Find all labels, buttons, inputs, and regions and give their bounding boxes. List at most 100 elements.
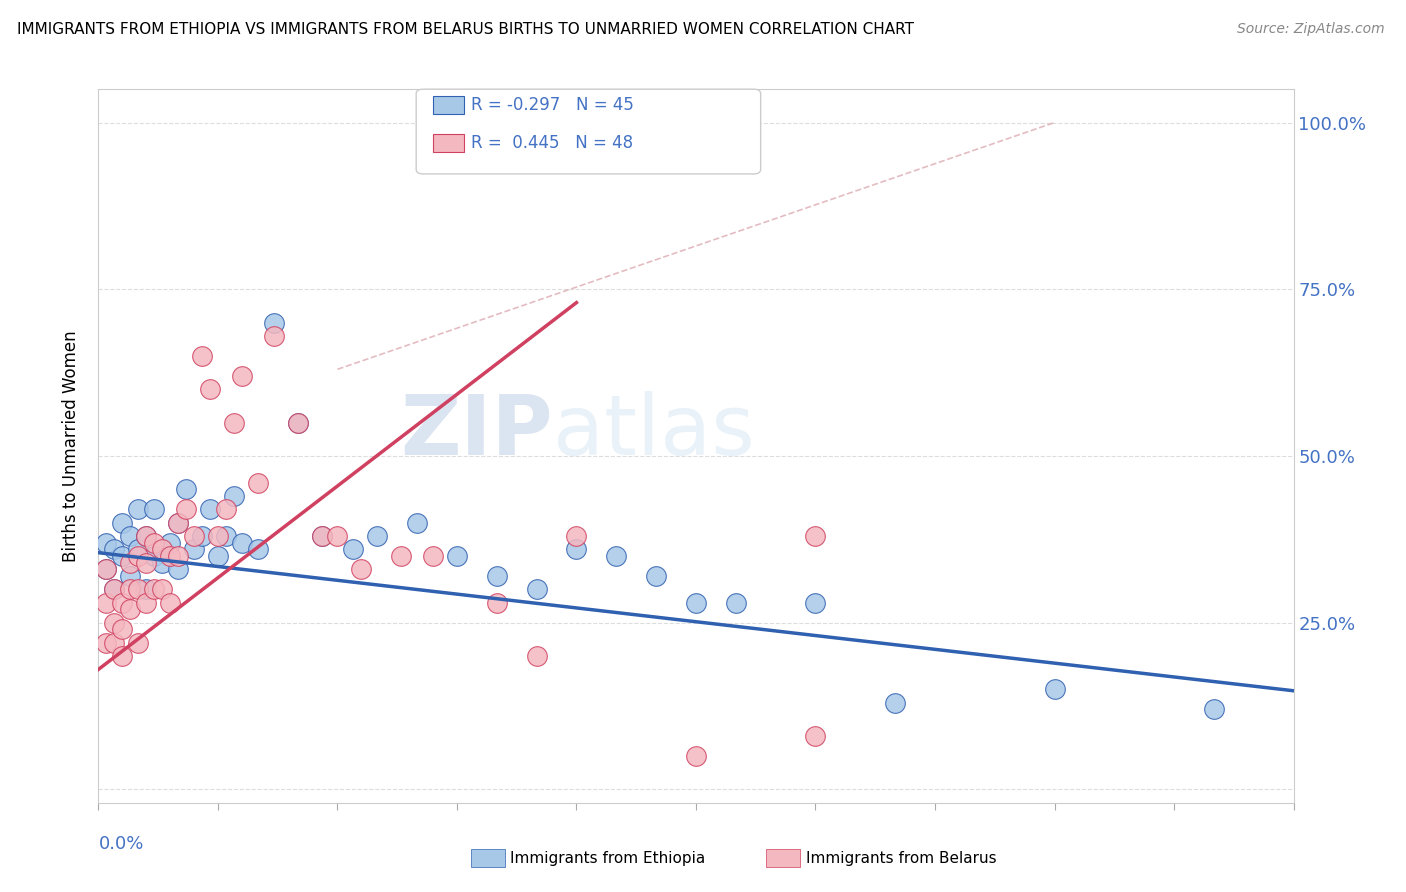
Point [191,529,214,543]
Point [1043,682,1066,697]
Point [287,416,309,430]
Point [207,549,229,563]
Point [311,529,333,543]
Point [215,502,238,516]
Point [222,489,245,503]
Text: ZIP: ZIP [401,392,553,472]
Point [174,502,197,516]
Point [406,516,429,530]
Point [96,596,118,610]
Point [135,529,157,543]
Point [159,535,181,549]
Text: R =  0.445   N = 48: R = 0.445 N = 48 [471,134,633,152]
Point [127,549,149,563]
Point [366,529,388,543]
Point [103,582,125,597]
Point [103,542,125,557]
Point [485,596,508,610]
Point [198,502,221,516]
Point [167,549,190,563]
Point [120,556,142,570]
Point [685,596,707,610]
Point [263,329,285,343]
Point [135,596,157,610]
Point [526,649,548,664]
Point [1202,702,1225,716]
Point [111,549,134,563]
Point [103,636,125,650]
Point [96,636,118,650]
Point [804,529,827,543]
Point [150,556,173,570]
Point [96,535,118,549]
Point [246,542,269,557]
Point [565,542,588,557]
Point [246,475,269,490]
Point [167,562,190,576]
Point [685,749,707,764]
Point [111,516,134,530]
Point [485,569,508,583]
Point [135,556,157,570]
Point [222,416,245,430]
Text: Immigrants from Belarus: Immigrants from Belarus [806,851,997,865]
Point [198,382,221,396]
Point [150,582,173,597]
Point [231,535,253,549]
Point [150,542,173,557]
Point [111,623,134,637]
Point [183,529,205,543]
Point [159,596,181,610]
Point [311,529,333,543]
Point [804,596,827,610]
Point [143,535,166,549]
Point [207,529,229,543]
Point [143,502,166,516]
Point [565,529,588,543]
Point [804,729,827,743]
Point [120,582,142,597]
Text: IMMIGRANTS FROM ETHIOPIA VS IMMIGRANTS FROM BELARUS BIRTHS TO UNMARRIED WOMEN CO: IMMIGRANTS FROM ETHIOPIA VS IMMIGRANTS F… [17,22,914,37]
Point [342,542,364,557]
Text: Immigrants from Ethiopia: Immigrants from Ethiopia [510,851,706,865]
Text: Source: ZipAtlas.com: Source: ZipAtlas.com [1237,22,1385,37]
Point [127,636,149,650]
Point [127,542,149,557]
Point [120,569,142,583]
Point [143,582,166,597]
Point [120,602,142,616]
Point [111,596,134,610]
Point [884,696,907,710]
Point [645,569,668,583]
Point [724,596,747,610]
Y-axis label: Births to Unmarried Women: Births to Unmarried Women [62,330,80,562]
Point [389,549,412,563]
Point [183,542,205,557]
Point [96,562,118,576]
Point [605,549,627,563]
Point [143,549,166,563]
Point [446,549,468,563]
Point [231,368,253,383]
Point [422,549,444,563]
Point [167,516,190,530]
Point [526,582,548,597]
Text: atlas: atlas [553,392,754,472]
Point [120,529,142,543]
Point [96,562,118,576]
Point [127,502,149,516]
Point [127,582,149,597]
Point [111,649,134,664]
Point [215,529,238,543]
Point [135,582,157,597]
Text: R = -0.297   N = 45: R = -0.297 N = 45 [471,96,634,114]
Point [263,316,285,330]
Point [191,349,214,363]
Text: 0.0%: 0.0% [98,835,143,853]
Point [159,549,181,563]
Point [135,529,157,543]
Point [326,529,349,543]
Point [174,483,197,497]
Point [103,582,125,597]
Point [287,416,309,430]
